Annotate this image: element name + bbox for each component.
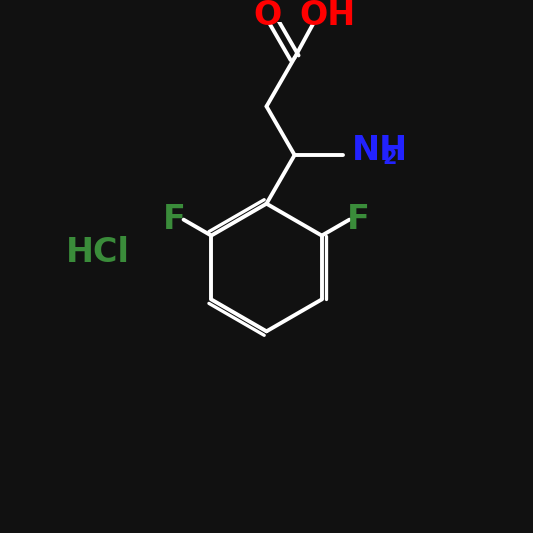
Text: F: F: [163, 203, 186, 236]
Text: HCl: HCl: [66, 236, 130, 269]
Text: OH: OH: [300, 0, 356, 31]
Text: F: F: [347, 203, 370, 236]
Text: NH: NH: [352, 134, 408, 167]
Text: 2: 2: [382, 148, 397, 167]
Text: O: O: [254, 0, 282, 31]
